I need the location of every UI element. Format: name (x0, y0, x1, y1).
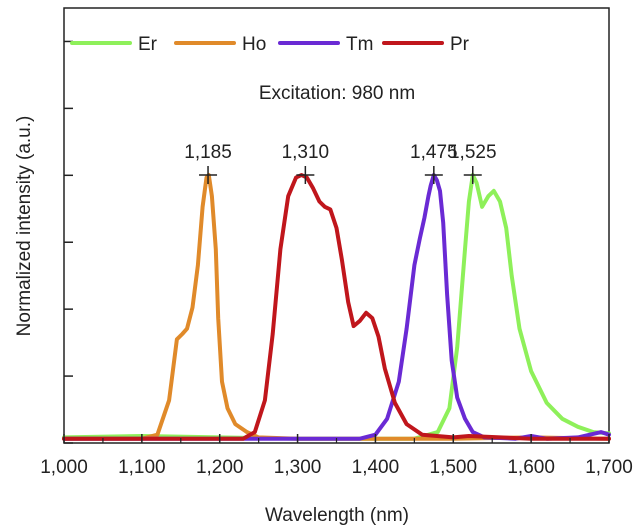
y-axis-label: Normalized intensity (a.u.) (14, 116, 35, 337)
x-axis-label: Wavelength (nm) (265, 505, 409, 526)
x-tick-label: 1,600 (507, 457, 555, 478)
legend-label-er: Er (138, 34, 158, 55)
x-tick-label: 1,500 (430, 457, 478, 478)
peak-label: 1,525 (449, 142, 497, 163)
x-tick-label: 1,100 (118, 457, 166, 478)
x-tick-label: 1,700 (585, 457, 633, 478)
legend-label-tm: Tm (346, 34, 373, 55)
peak-label: 1,310 (282, 142, 330, 163)
peak-label: 1,475 (410, 142, 458, 163)
x-axis-ticks: 1,000 1,100 1,200 1,300 1,400 1,500 1,600 1,700 (40, 434, 633, 478)
x-tick-label: 1,300 (274, 457, 322, 478)
series-line-er (62, 173, 611, 441)
excitation-annotation: Excitation: 980 nm (259, 83, 415, 104)
legend-label-pr: Pr (450, 34, 470, 55)
y-axis-ticks (64, 40, 73, 444)
x-tick-label: 1,200 (196, 457, 244, 478)
series-line-tm (62, 173, 611, 441)
series-line-pr (62, 173, 611, 441)
legend-label-ho: Ho (242, 34, 266, 55)
curves-layer (62, 173, 611, 441)
legend: Er Ho Tm Pr (70, 34, 470, 55)
x-tick-label: 1,400 (352, 457, 400, 478)
series-line-ho (62, 173, 611, 441)
x-tick-label: 1,000 (40, 457, 88, 478)
peak-label: 1,185 (184, 142, 232, 163)
